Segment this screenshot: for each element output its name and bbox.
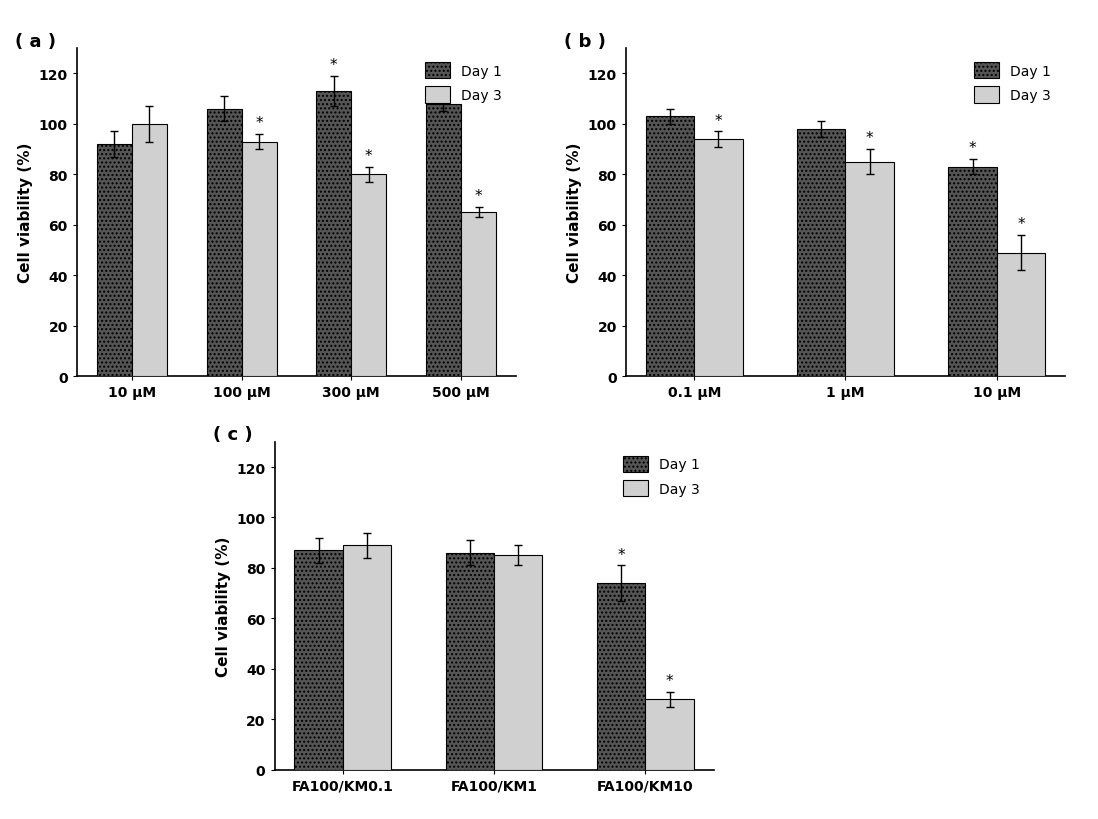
Bar — [316, 92, 351, 377]
Bar — [294, 550, 343, 770]
Bar — [949, 168, 997, 377]
Bar — [646, 117, 694, 377]
Legend: Day 1, Day 3: Day 1, Day 3 — [616, 449, 707, 504]
Text: ( a ): ( a ) — [15, 33, 56, 51]
Text: *: * — [617, 547, 625, 562]
Bar — [597, 583, 646, 770]
Y-axis label: Cell viability (%): Cell viability (%) — [568, 143, 582, 283]
Bar — [343, 545, 391, 770]
Y-axis label: Cell viability (%): Cell viability (%) — [19, 143, 33, 283]
Legend: Day 1, Day 3: Day 1, Day 3 — [418, 56, 509, 111]
Text: *: * — [256, 116, 264, 131]
Bar — [132, 124, 167, 377]
Text: *: * — [365, 149, 372, 164]
Text: *: * — [474, 189, 482, 204]
Text: *: * — [1017, 217, 1024, 232]
Y-axis label: Cell viability (%): Cell viability (%) — [216, 536, 231, 676]
Bar — [97, 145, 132, 377]
Bar — [997, 253, 1045, 377]
Text: *: * — [715, 114, 722, 129]
Bar — [845, 162, 894, 377]
Text: ( c ): ( c ) — [213, 426, 253, 444]
Text: ( b ): ( b ) — [564, 33, 606, 51]
Bar — [351, 175, 386, 377]
Text: *: * — [329, 58, 337, 73]
Bar — [242, 143, 277, 377]
Text: *: * — [968, 141, 976, 156]
Bar — [426, 105, 461, 377]
Text: *: * — [866, 131, 874, 146]
Bar — [646, 699, 694, 770]
Bar — [797, 129, 845, 377]
Legend: Day 1, Day 3: Day 1, Day 3 — [967, 56, 1058, 111]
Bar — [461, 213, 496, 377]
Bar — [446, 553, 494, 770]
Text: *: * — [665, 673, 673, 688]
Bar — [694, 140, 742, 377]
Bar — [206, 110, 242, 377]
Bar — [494, 555, 542, 770]
